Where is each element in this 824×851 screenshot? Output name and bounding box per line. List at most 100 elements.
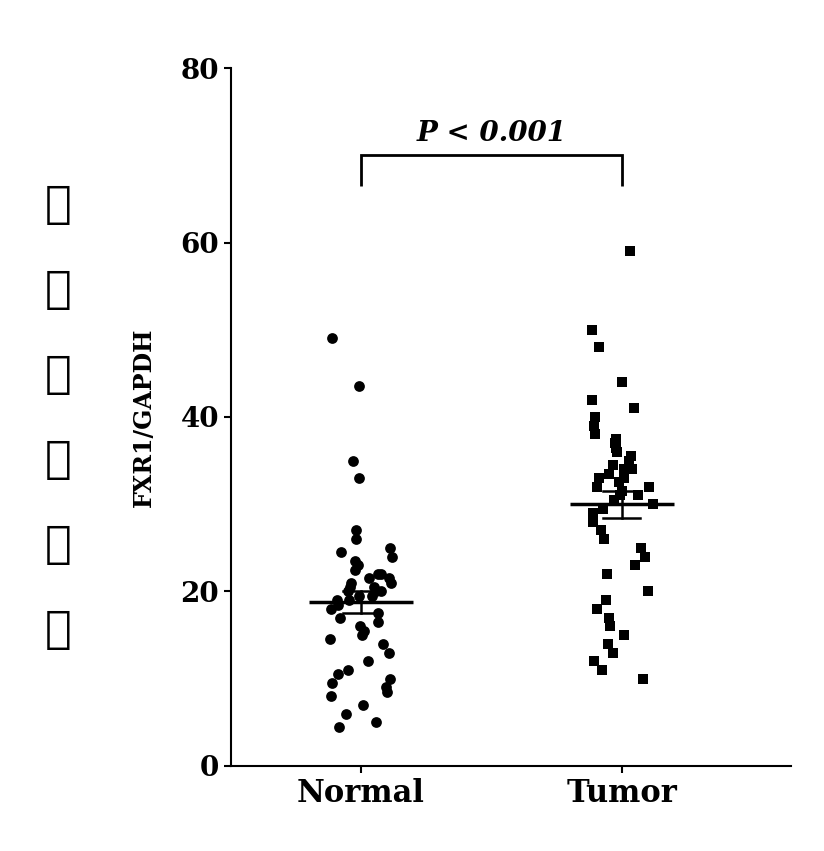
Point — [371, 607, 384, 620]
Point — [609, 432, 622, 446]
Point — [592, 340, 606, 354]
Point — [609, 441, 622, 454]
Point — [599, 593, 612, 607]
Point — [371, 568, 384, 581]
Point — [369, 585, 382, 598]
Point — [587, 515, 600, 528]
Point — [624, 449, 637, 463]
Point — [631, 488, 644, 502]
Point — [325, 332, 339, 346]
Point — [638, 550, 651, 563]
Text: 达: 达 — [44, 438, 71, 481]
Point — [353, 620, 367, 633]
Point — [361, 654, 374, 668]
Point — [330, 593, 344, 607]
Point — [591, 603, 604, 616]
Point — [589, 427, 602, 441]
Point — [386, 550, 399, 563]
Point — [331, 597, 344, 611]
Point — [374, 585, 387, 598]
Point — [603, 620, 616, 633]
Point — [641, 585, 654, 598]
Point — [333, 720, 346, 734]
Point — [382, 572, 396, 585]
Point — [349, 563, 362, 576]
Point — [344, 576, 358, 590]
Point — [592, 471, 606, 485]
Point — [344, 580, 357, 594]
Point — [594, 523, 607, 537]
Text: 平: 平 — [44, 608, 71, 651]
Point — [349, 533, 363, 546]
Point — [616, 484, 629, 498]
Point — [597, 533, 610, 546]
Point — [602, 467, 616, 481]
Point — [617, 463, 630, 477]
Point — [347, 454, 360, 467]
Point — [349, 554, 362, 568]
Point — [325, 677, 339, 690]
Point — [369, 716, 382, 729]
Point — [624, 244, 637, 258]
Point — [595, 663, 608, 677]
Point — [627, 402, 640, 415]
Point — [380, 681, 393, 694]
Point — [646, 497, 659, 511]
Point — [382, 646, 396, 660]
Point — [610, 445, 623, 459]
Point — [591, 480, 604, 494]
Point — [365, 589, 378, 603]
Point — [588, 419, 601, 432]
Point — [332, 667, 345, 681]
Point — [341, 585, 354, 598]
Point — [324, 689, 337, 703]
Point — [588, 654, 601, 668]
Point — [597, 502, 610, 516]
Point — [586, 506, 599, 520]
Point — [352, 471, 365, 485]
Point — [629, 558, 642, 572]
Point — [384, 576, 397, 590]
Point — [606, 646, 620, 660]
Text: 水: 水 — [44, 523, 71, 566]
Point — [356, 628, 369, 642]
Point — [381, 685, 394, 699]
Point — [351, 558, 364, 572]
Point — [613, 488, 626, 502]
Point — [341, 663, 354, 677]
Point — [601, 637, 614, 650]
Point — [601, 568, 614, 581]
Point — [588, 410, 602, 424]
Point — [339, 706, 353, 720]
Text: 表: 表 — [44, 353, 71, 396]
Point — [358, 624, 371, 637]
Point — [383, 672, 396, 686]
Point — [634, 541, 648, 555]
Point — [335, 545, 348, 559]
Point — [371, 615, 384, 629]
Point — [363, 572, 376, 585]
Point — [617, 628, 630, 642]
Point — [608, 437, 621, 450]
Text: FXR1/GAPDH: FXR1/GAPDH — [132, 328, 157, 506]
Point — [323, 632, 336, 646]
Point — [383, 541, 396, 555]
Text: P < 0.001: P < 0.001 — [416, 120, 566, 146]
Point — [625, 463, 639, 477]
Point — [368, 580, 381, 594]
Point — [586, 323, 599, 337]
Point — [333, 611, 346, 625]
Point — [613, 476, 626, 489]
Point — [615, 375, 628, 389]
Point — [377, 637, 390, 650]
Point — [607, 493, 620, 506]
Point — [375, 568, 388, 581]
Point — [643, 480, 656, 494]
Point — [617, 471, 630, 485]
Point — [349, 523, 363, 537]
Point — [353, 589, 366, 603]
Point — [357, 698, 370, 711]
Point — [606, 458, 620, 471]
Point — [623, 454, 636, 467]
Point — [603, 611, 616, 625]
